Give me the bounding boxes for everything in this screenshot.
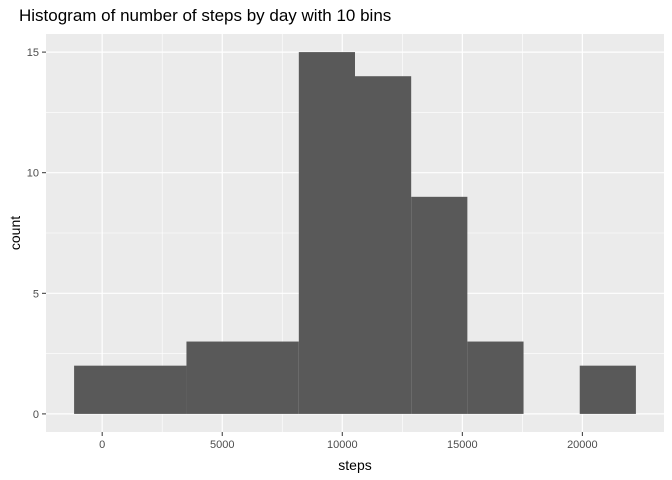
histogram-bar <box>579 365 636 414</box>
x-tick-label: 15000 <box>447 439 478 451</box>
histogram-bar <box>467 341 524 414</box>
y-tick-label: 10 <box>27 168 39 180</box>
x-axis-title: steps <box>338 457 371 473</box>
y-tick-label: 0 <box>33 409 39 421</box>
chart-title: Histogram of number of steps by day with… <box>19 6 392 25</box>
y-tick-label: 5 <box>33 288 39 300</box>
histogram-bar <box>186 341 299 414</box>
x-axis-ticks: 0 5000 10000 15000 20000 <box>99 432 598 451</box>
y-axis-title: count <box>7 216 23 250</box>
y-tick-label: 15 <box>27 47 39 59</box>
histogram-bars <box>74 52 636 414</box>
histogram-bar <box>355 76 412 414</box>
histogram-bar <box>298 52 355 414</box>
x-tick-label: 10000 <box>327 439 358 451</box>
x-tick-label: 5000 <box>210 439 234 451</box>
histogram-bar <box>74 365 187 414</box>
y-axis-ticks: 0 5 10 15 <box>27 47 46 421</box>
histogram-bar <box>411 196 468 414</box>
x-tick-label: 0 <box>99 439 105 451</box>
x-tick-label: 20000 <box>567 439 598 451</box>
